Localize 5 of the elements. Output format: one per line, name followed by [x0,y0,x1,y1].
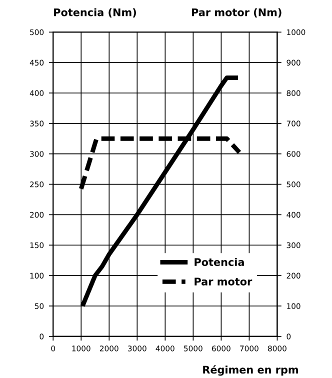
y-axis-title: Potencia (Nm) [54,8,136,18]
legend-label: Par motor [194,278,252,286]
legend-label: Potencia [194,258,244,266]
x-axis-title: Régimen en rpm [203,365,298,376]
y2-axis-title: Par motor (Nm) [192,8,282,18]
